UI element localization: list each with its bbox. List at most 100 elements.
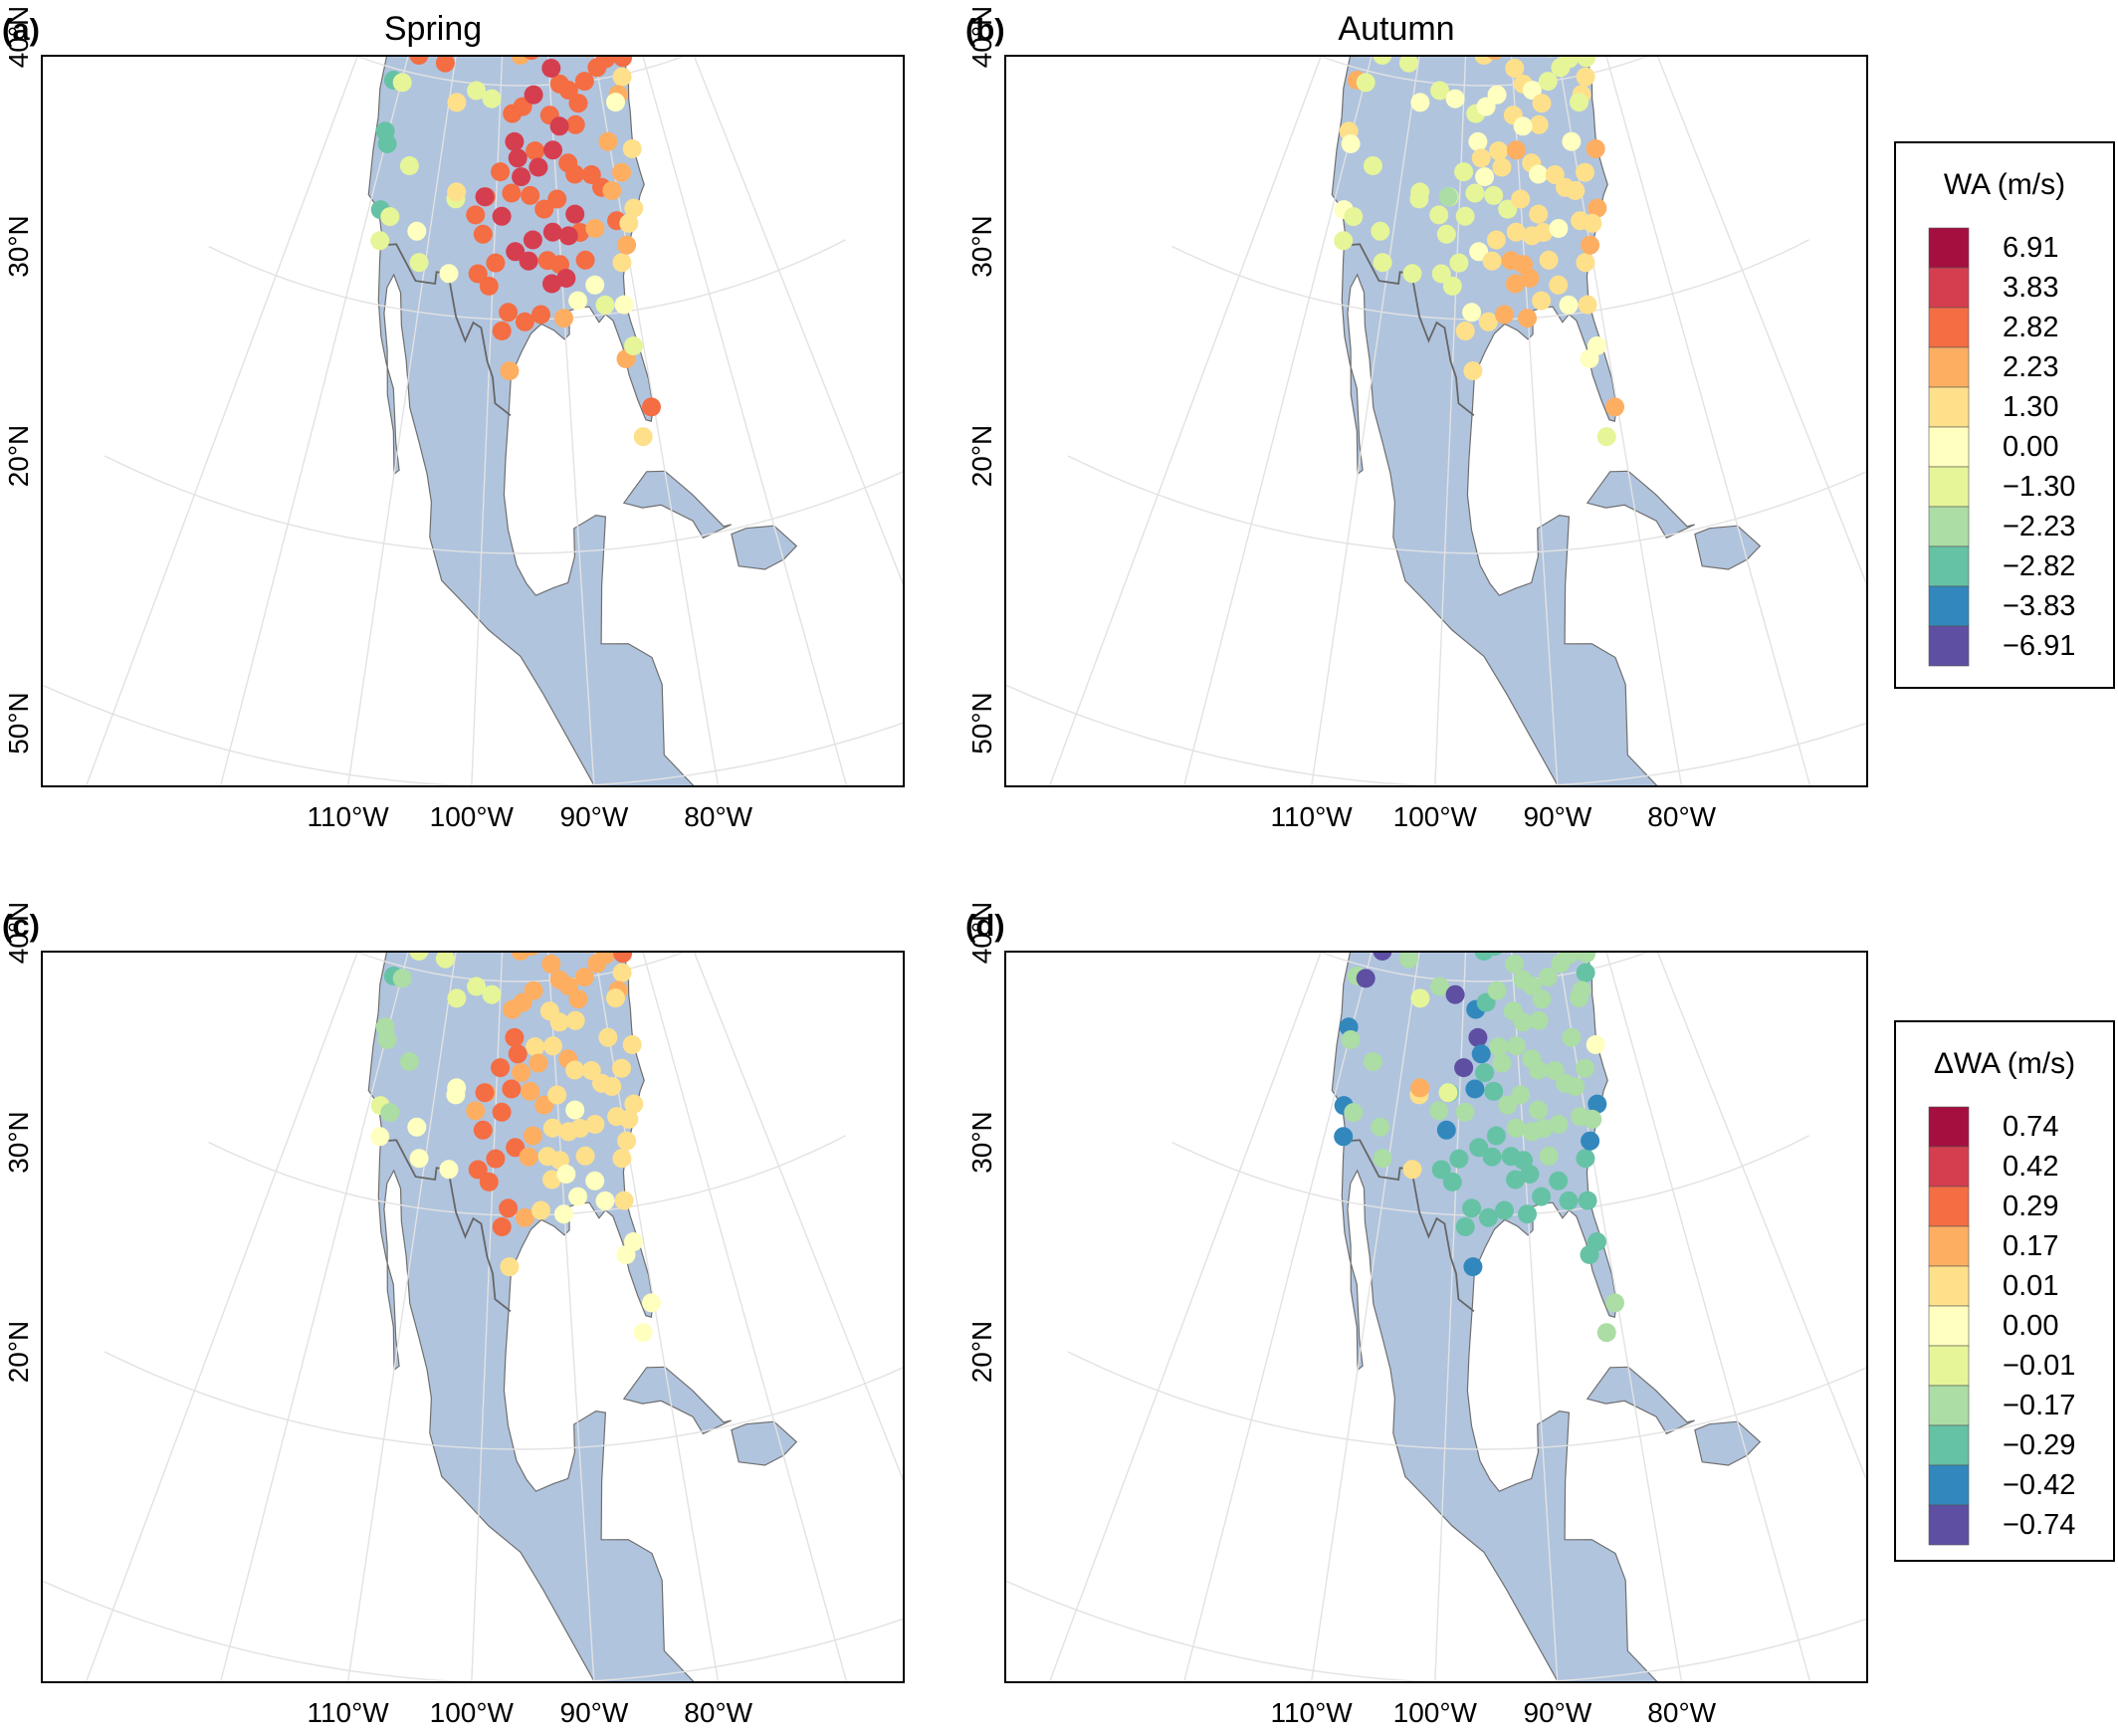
legend-label: 6.91	[2003, 232, 2058, 264]
station-marker	[554, 1204, 573, 1224]
station-marker	[1576, 1058, 1594, 1078]
station-marker	[1522, 81, 1542, 101]
station-marker	[451, 0, 470, 9]
station-marker	[604, 2, 623, 21]
station-marker	[606, 988, 625, 1008]
meridian-line	[85, 952, 359, 1682]
station-marker	[1596, 1323, 1616, 1343]
legend-swatch	[1928, 1186, 1970, 1227]
legend-swatch	[1928, 1464, 1970, 1506]
station-marker	[619, 1109, 639, 1129]
legend-title: ΔWA (m/s)	[1934, 1047, 2075, 1080]
station-marker	[565, 1060, 585, 1080]
station-marker	[486, 1149, 506, 1169]
legend-swatch	[1928, 585, 1970, 627]
station-marker	[370, 1127, 390, 1147]
station-marker	[447, 988, 467, 1008]
station-marker	[1373, 952, 1392, 961]
lat-tick-label: 40°N	[966, 6, 997, 69]
station-marker	[1484, 1081, 1504, 1101]
station-marker	[1430, 976, 1450, 996]
map-area: 110°W 100°W 90°W 80°W 50°N 40°N 30°N 20°N	[3, 692, 905, 1728]
station-marker	[1414, 886, 1433, 905]
station-marker	[509, 890, 528, 909]
station-marker	[505, 1027, 525, 1047]
station-marker	[1562, 1027, 1582, 1047]
station-marker	[1373, 1149, 1392, 1169]
station-marker	[467, 976, 487, 996]
station-marker	[1371, 861, 1389, 880]
station-marker	[512, 1063, 531, 1083]
station-marker	[1560, 952, 1579, 965]
station-marker	[432, 906, 451, 925]
station-marker	[613, 19, 632, 38]
station-marker	[1511, 1085, 1531, 1105]
map-frame	[1004, 951, 1868, 1683]
station-marker	[521, 1081, 540, 1101]
station-marker	[508, 1044, 528, 1064]
legend-swatch	[1928, 307, 1970, 348]
station-marker	[1508, 901, 1527, 920]
station-marker	[1438, 187, 1458, 207]
station-marker	[1527, 915, 1546, 934]
station-marker	[548, 929, 567, 948]
map-panel-a: 110°W 100°W 90°W 80°W 50°N 40°N 30°N 20°N (a) Spr…	[2, 0, 905, 832]
station-marker	[1344, 207, 1364, 227]
station-marker	[512, 167, 531, 187]
station-marker	[508, 148, 528, 168]
hispaniola-island	[1694, 1420, 1762, 1466]
station-marker	[505, 131, 525, 151]
station-marker	[565, 1100, 585, 1120]
legend-swatch	[1928, 1345, 1970, 1387]
station-marker	[1402, 1160, 1422, 1180]
station-marker	[1468, 131, 1488, 151]
legend-label: 0.74	[2003, 1111, 2058, 1143]
station-marker	[558, 81, 578, 101]
great-lake	[1541, 910, 1556, 942]
meridian-line	[1605, 952, 1811, 1682]
station-marker	[524, 952, 539, 957]
station-marker	[1557, 891, 1576, 910]
station-marker	[1588, 1094, 1607, 1114]
station-marker	[558, 226, 578, 246]
station-marker	[1505, 59, 1525, 78]
lat-tick-label: 40°N	[3, 6, 34, 69]
station-marker	[1512, 929, 1531, 948]
station-marker	[1398, 56, 1418, 73]
station-marker	[407, 861, 426, 880]
station-marker	[1577, 952, 1596, 964]
station-marker	[1566, 1077, 1586, 1096]
station-marker	[642, 397, 661, 417]
station-marker	[431, 879, 450, 898]
station-marker	[1341, 134, 1361, 153]
hispaniola-island	[1694, 525, 1762, 570]
station-marker	[1505, 955, 1525, 974]
station-marker	[1341, 1030, 1361, 1049]
lat-tick-label: 50°N	[3, 692, 34, 755]
station-marker	[1527, 19, 1546, 38]
station-marker	[1545, 1061, 1565, 1080]
station-marker	[1519, 902, 1538, 921]
station-marker	[503, 893, 522, 912]
station-marker	[1475, 167, 1495, 187]
station-marker	[1455, 1217, 1475, 1236]
station-marker	[380, 1103, 400, 1123]
station-marker	[1576, 67, 1595, 87]
station-marker	[604, 898, 623, 917]
parallel-line	[1317, 56, 1651, 87]
station-marker	[451, 886, 470, 905]
station-marker	[1431, 264, 1451, 284]
station-marker	[538, 899, 557, 918]
meridian-line	[1182, 56, 1373, 786]
great-lake	[560, 837, 577, 907]
station-marker	[1507, 140, 1526, 160]
legend-label: −0.29	[2003, 1429, 2075, 1461]
station-marker	[431, 0, 450, 2]
station-marker	[511, 952, 530, 961]
station-marker	[409, 56, 429, 65]
station-marker	[1492, 1053, 1512, 1073]
station-marker	[1414, 0, 1433, 9]
station-marker	[1512, 33, 1531, 52]
station-marker	[1466, 0, 1485, 16]
station-marker	[407, 1117, 427, 1137]
